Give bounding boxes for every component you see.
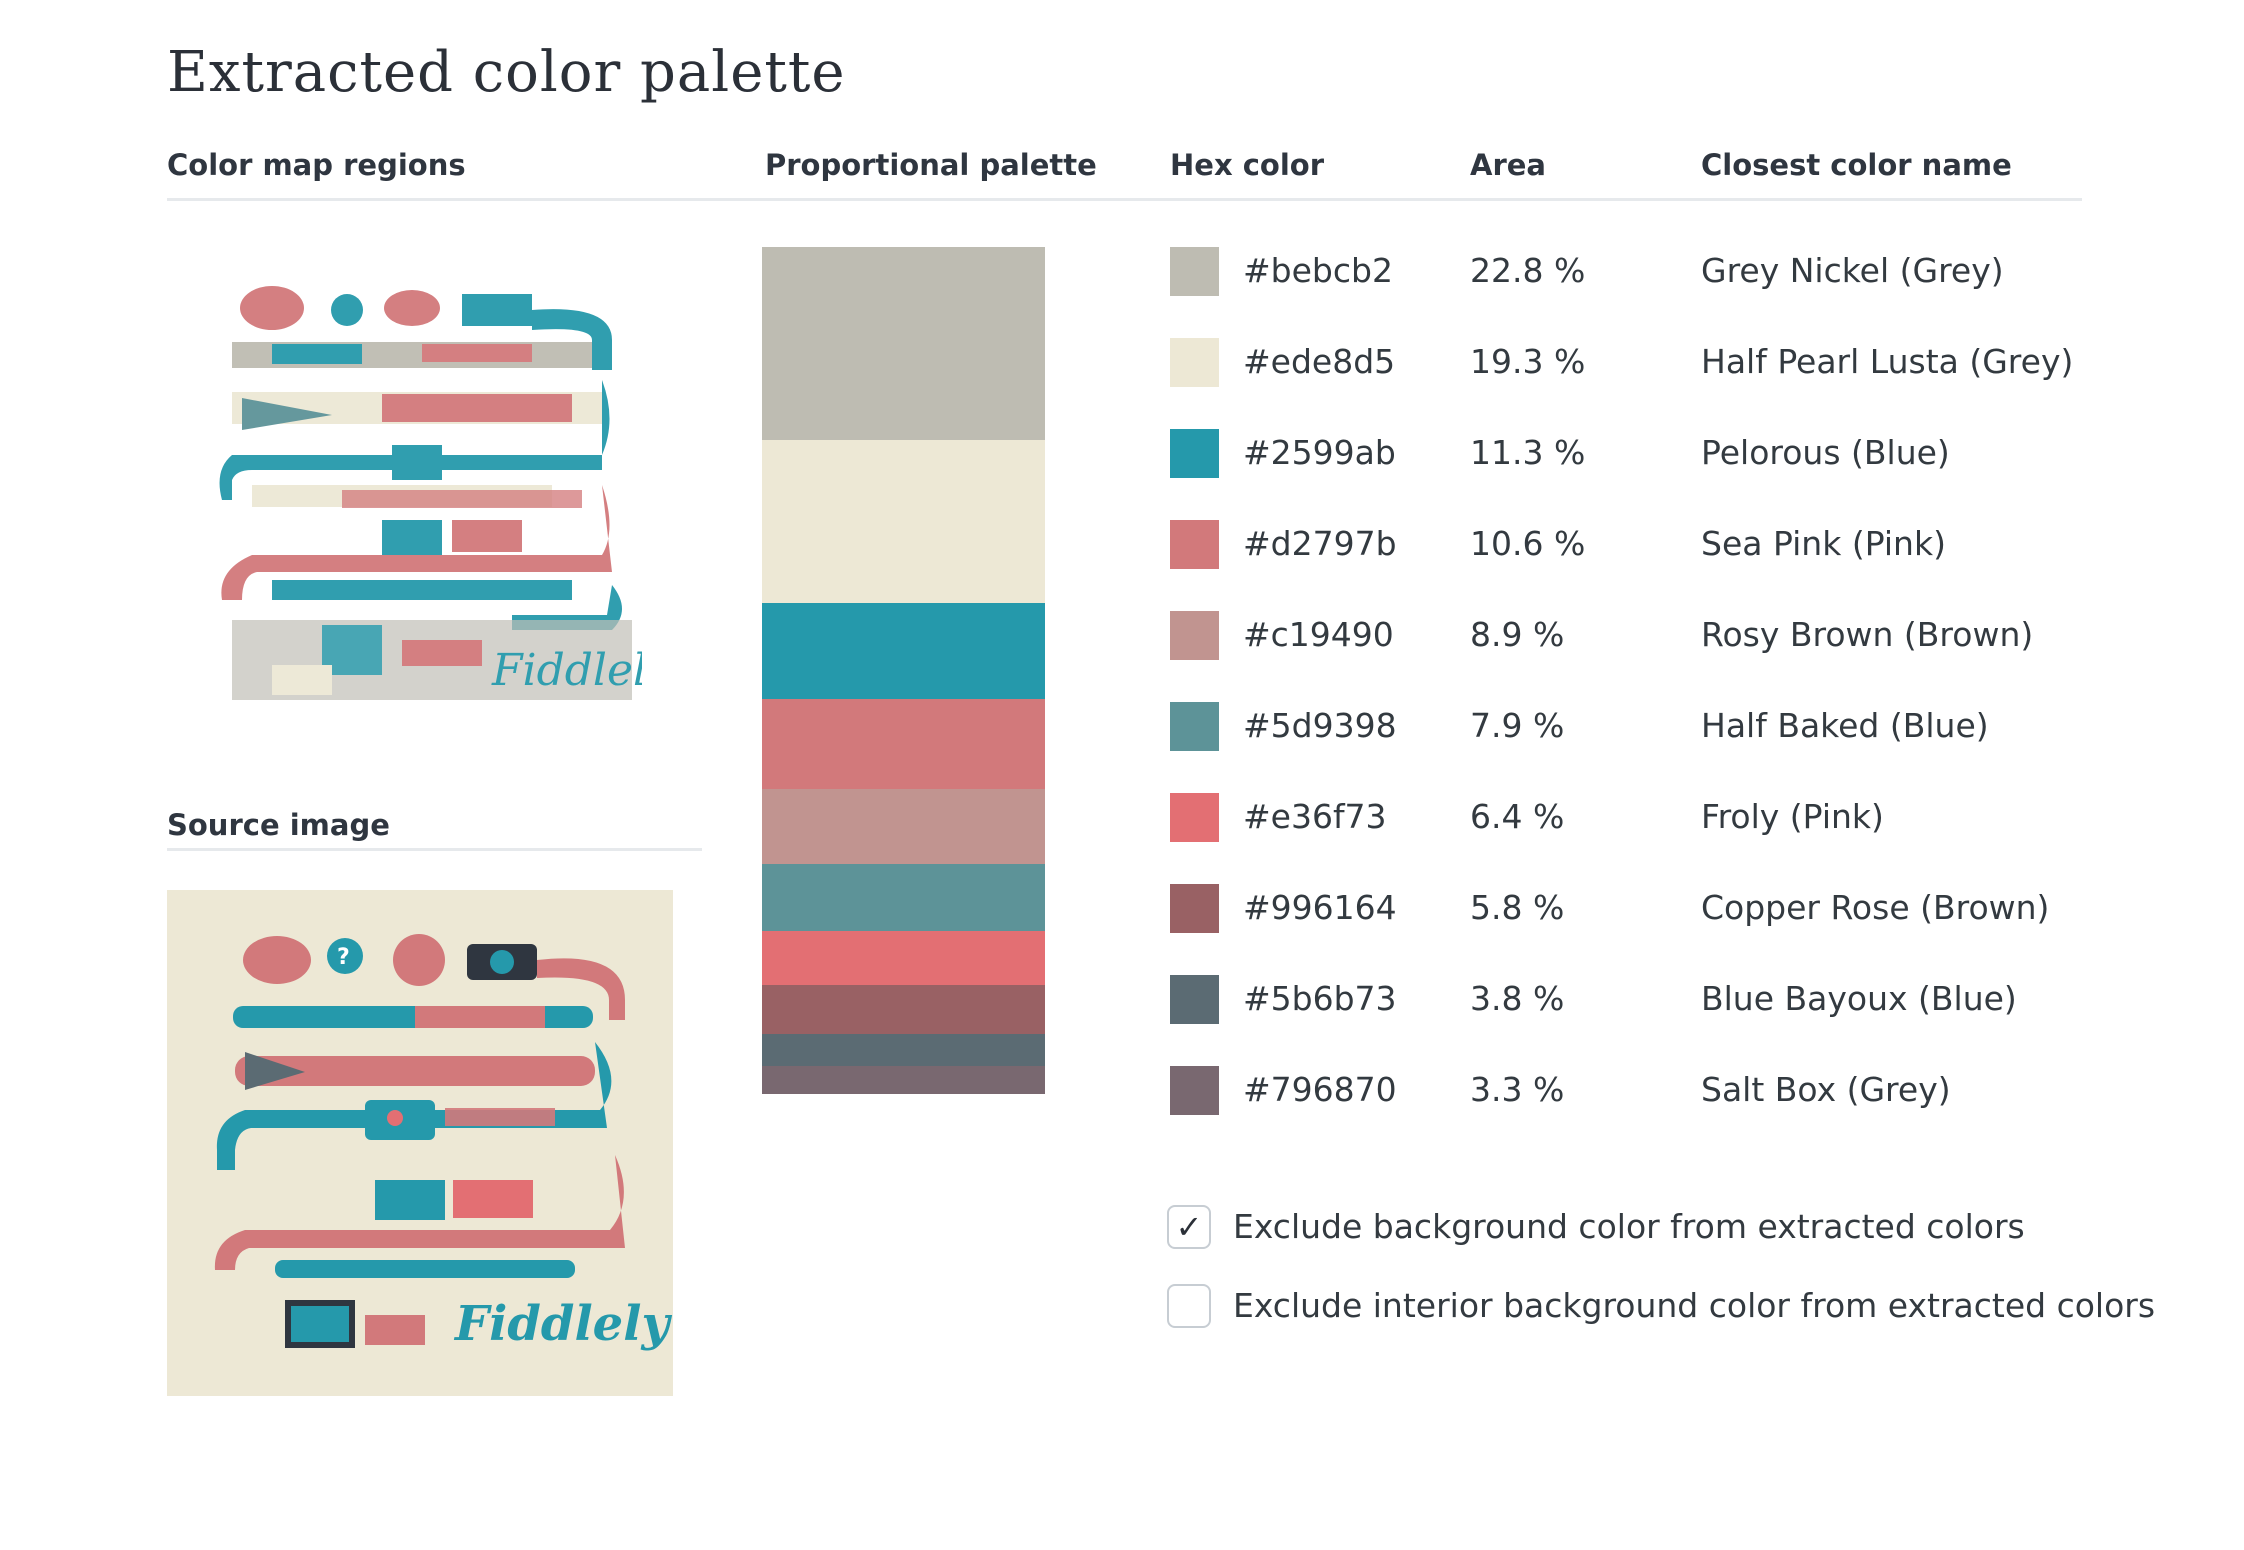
color-swatch [1170, 429, 1219, 478]
color-row: #c19490 8.9 % Rosy Brown (Brown) [1170, 611, 2230, 663]
hex-value: #ede8d5 [1243, 342, 1396, 381]
hex-value: #d2797b [1243, 524, 1397, 563]
exclude-background-checkbox[interactable]: ✓ [1167, 1205, 1211, 1249]
proportional-palette-heading: Proportional palette [765, 148, 1097, 182]
svg-text:Fiddlely: Fiddlely [491, 645, 642, 696]
palette-segment [762, 788, 1045, 864]
hex-value: #796870 [1243, 1070, 1397, 1109]
color-row: #d2797b 10.6 % Sea Pink (Pink) [1170, 520, 2230, 572]
hex-color-heading: Hex color [1170, 148, 1325, 182]
palette-segment [762, 698, 1045, 789]
color-name: Froly (Pink) [1701, 797, 1884, 836]
palette-segment [762, 1066, 1045, 1094]
color-swatch [1170, 247, 1219, 296]
area-heading: Area [1470, 148, 1546, 182]
palette-segment [762, 930, 1045, 985]
area-value: 19.3 % [1470, 342, 1586, 381]
color-row: #e36f73 6.4 % Froly (Pink) [1170, 793, 2230, 845]
svg-text:?: ? [337, 945, 350, 970]
hex-value: #bebcb2 [1243, 251, 1393, 290]
palette-segment [762, 984, 1045, 1034]
color-name: Rosy Brown (Brown) [1701, 615, 2034, 654]
color-swatch [1170, 793, 1219, 842]
color-map-regions-image: Fiddlely [219, 286, 642, 700]
color-swatch [1170, 611, 1219, 660]
proportional-palette [762, 247, 1045, 1094]
palette-segment [762, 1033, 1045, 1066]
color-name: Blue Bayoux (Blue) [1701, 979, 2017, 1018]
color-row: #996164 5.8 % Copper Rose (Brown) [1170, 884, 2230, 936]
area-value: 22.8 % [1470, 251, 1586, 290]
hex-value: #5b6b73 [1243, 979, 1397, 1018]
area-value: 10.6 % [1470, 524, 1586, 563]
color-name: Sea Pink (Pink) [1701, 524, 1946, 563]
exclude-background-label[interactable]: Exclude background color from extracted … [1233, 1207, 2025, 1246]
color-swatch [1170, 975, 1219, 1024]
exclude-interior-background-checkbox[interactable] [1167, 1284, 1211, 1328]
color-row: #ede8d5 19.3 % Half Pearl Lusta (Grey) [1170, 338, 2230, 390]
color-row: #5b6b73 3.8 % Blue Bayoux (Blue) [1170, 975, 2230, 1027]
hex-value: #5d9398 [1243, 706, 1397, 745]
area-value: 3.8 % [1470, 979, 1565, 1018]
area-value: 7.9 % [1470, 706, 1565, 745]
color-name: Grey Nickel (Grey) [1701, 251, 2004, 290]
color-swatch [1170, 338, 1219, 387]
palette-segment [762, 247, 1045, 440]
area-value: 11.3 % [1470, 433, 1586, 472]
color-row: #2599ab 11.3 % Pelorous (Blue) [1170, 429, 2230, 481]
closest-color-name-heading: Closest color name [1701, 148, 2012, 182]
hex-value: #e36f73 [1243, 797, 1387, 836]
header-divider [167, 198, 2082, 201]
color-name: Half Pearl Lusta (Grey) [1701, 342, 2074, 381]
exclude-interior-background-option[interactable]: Exclude interior background color from e… [1167, 1284, 2227, 1332]
area-value: 6.4 % [1470, 797, 1565, 836]
color-row: #5d9398 7.9 % Half Baked (Blue) [1170, 702, 2230, 754]
hex-value: #2599ab [1243, 433, 1396, 472]
palette-segment [762, 863, 1045, 931]
source-image-divider [167, 848, 702, 851]
color-swatch [1170, 520, 1219, 569]
color-swatch [1170, 702, 1219, 751]
page-title: Extracted color palette [167, 40, 846, 105]
hex-value: #996164 [1243, 888, 1397, 927]
palette-segment [762, 603, 1045, 699]
svg-text:Fiddlely: Fiddlely [453, 1296, 672, 1352]
area-value: 3.3 % [1470, 1070, 1565, 1109]
color-swatch [1170, 884, 1219, 933]
exclude-interior-background-label[interactable]: Exclude interior background color from e… [1233, 1286, 2156, 1325]
color-name: Half Baked (Blue) [1701, 706, 1989, 745]
exclude-background-option[interactable]: ✓ Exclude background color from extracte… [1167, 1205, 2227, 1253]
source-image: ? Fiddlely [167, 890, 673, 1396]
area-value: 5.8 % [1470, 888, 1565, 927]
color-map-regions-heading: Color map regions [167, 148, 466, 182]
palette-segment [762, 439, 1045, 604]
color-name: Salt Box (Grey) [1701, 1070, 1951, 1109]
color-row: #bebcb2 22.8 % Grey Nickel (Grey) [1170, 247, 2230, 299]
area-value: 8.9 % [1470, 615, 1565, 654]
color-name: Pelorous (Blue) [1701, 433, 1950, 472]
color-swatch [1170, 1066, 1219, 1115]
hex-value: #c19490 [1243, 615, 1394, 654]
source-image-heading: Source image [167, 808, 390, 842]
color-row: #796870 3.3 % Salt Box (Grey) [1170, 1066, 2230, 1118]
color-name: Copper Rose (Brown) [1701, 888, 2050, 927]
